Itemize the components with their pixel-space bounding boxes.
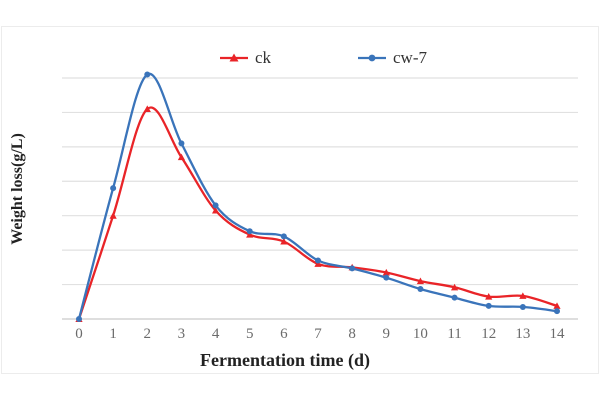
data-point-cw-7 xyxy=(315,257,321,264)
data-point-cw-7 xyxy=(110,185,117,192)
data-point-cw-7 xyxy=(417,286,424,293)
data-point-ck xyxy=(314,260,322,267)
data-point-cw-7 xyxy=(519,303,526,310)
data-point-ck xyxy=(450,283,459,291)
data-point-ck xyxy=(485,293,493,300)
data-point-cw-7 xyxy=(349,265,356,272)
data-point-ck xyxy=(143,105,151,112)
x-tick-label: 2 xyxy=(144,326,152,342)
x-tick-label: 9 xyxy=(383,326,391,342)
x-tick-label: 4 xyxy=(212,326,220,342)
data-point-ck xyxy=(382,268,390,276)
x-tick-label: 11 xyxy=(447,326,461,342)
data-point-cw-7 xyxy=(485,302,492,309)
data-point-cw-7 xyxy=(144,71,151,78)
data-point-cw-7 xyxy=(383,274,390,281)
legend-item-cw7: cw-7 xyxy=(357,47,427,69)
data-point-cw-7 xyxy=(554,308,560,315)
x-axis-title: Fermentation time (d) xyxy=(200,350,370,370)
x-tick-label: 8 xyxy=(348,326,356,342)
legend-label-cw7: cw-7 xyxy=(393,48,427,67)
data-point-cw-7 xyxy=(178,140,185,147)
line-triangle-marker-icon xyxy=(220,53,248,62)
data-point-ck xyxy=(416,277,425,285)
legend-label-ck: ck xyxy=(255,48,272,67)
line-circle-marker-icon xyxy=(358,54,386,62)
x-tick-label: 0 xyxy=(75,326,83,342)
data-point-cw-7 xyxy=(280,233,287,240)
chart-frame xyxy=(1,26,599,374)
legend-item-ck: ck xyxy=(219,47,271,69)
data-point-ck xyxy=(109,212,117,219)
data-point-cw-7 xyxy=(246,228,253,235)
chart-legend: ck cw-7 xyxy=(0,47,600,69)
x-tick-label: 12 xyxy=(481,326,496,342)
y-axis-title: Weight loss(g/L) xyxy=(9,133,26,245)
data-point-ck xyxy=(211,206,220,214)
x-tick-label: 7 xyxy=(314,326,322,342)
x-tick-label: 13 xyxy=(515,326,530,342)
data-point-ck xyxy=(246,231,254,238)
x-tick-label: 14 xyxy=(550,326,566,342)
data-point-ck xyxy=(553,302,561,309)
data-point-cw-7 xyxy=(76,316,82,322)
data-point-ck xyxy=(519,292,527,299)
data-point-cw-7 xyxy=(212,202,219,209)
x-tick-label: 6 xyxy=(280,326,288,342)
series-line-cw-7 xyxy=(77,72,559,321)
series-line-ck xyxy=(77,106,559,321)
x-tick-label: 5 xyxy=(246,326,254,342)
x-tick-label: 3 xyxy=(178,326,186,342)
data-point-ck xyxy=(177,153,186,161)
data-point-cw-7 xyxy=(451,294,458,301)
x-tick-label: 10 xyxy=(413,326,428,342)
data-point-ck xyxy=(280,237,288,245)
x-tick-label: 1 xyxy=(109,326,117,342)
